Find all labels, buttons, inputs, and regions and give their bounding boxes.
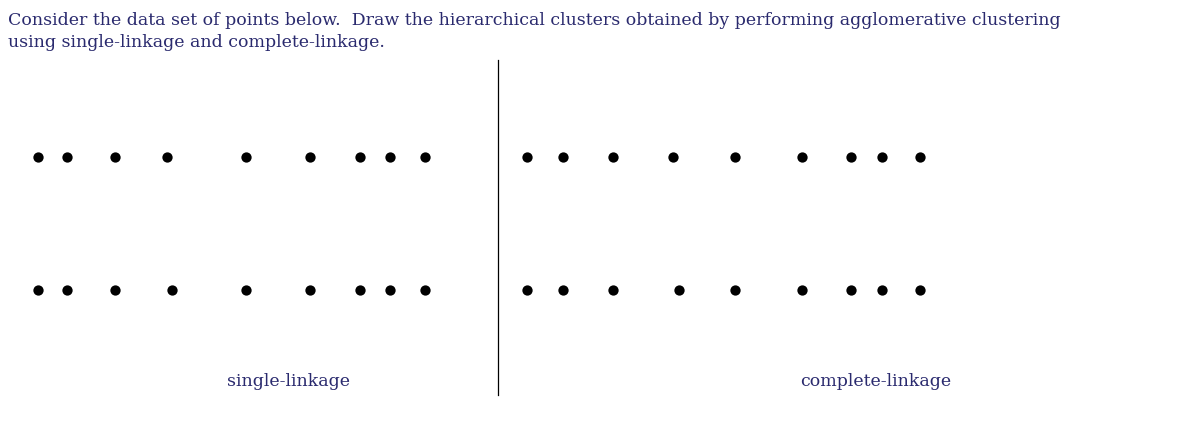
Point <box>415 286 434 293</box>
Point <box>604 286 623 293</box>
Point <box>350 286 370 293</box>
Point <box>725 286 744 293</box>
Point <box>841 286 860 293</box>
Point <box>29 286 48 293</box>
Text: single-linkage: single-linkage <box>227 373 349 390</box>
Point <box>553 286 572 293</box>
Point <box>792 286 811 293</box>
Point <box>300 153 319 160</box>
Point <box>29 153 48 160</box>
Point <box>106 153 125 160</box>
Point <box>157 153 176 160</box>
Point <box>517 153 536 160</box>
Point <box>415 153 434 160</box>
Point <box>58 286 77 293</box>
Text: using single-linkage and complete-linkage.: using single-linkage and complete-linkag… <box>8 34 385 51</box>
Text: complete-linkage: complete-linkage <box>800 373 952 390</box>
Point <box>872 153 892 160</box>
Point <box>380 153 400 160</box>
Point <box>911 153 930 160</box>
Point <box>106 286 125 293</box>
Point <box>725 153 744 160</box>
Point <box>236 153 256 160</box>
Point <box>58 153 77 160</box>
Point <box>162 286 181 293</box>
Point <box>911 286 930 293</box>
Point <box>792 153 811 160</box>
Point <box>300 286 319 293</box>
Point <box>517 286 536 293</box>
Point <box>841 153 860 160</box>
Point <box>872 286 892 293</box>
Point <box>350 153 370 160</box>
Point <box>236 286 256 293</box>
Point <box>553 153 572 160</box>
Point <box>670 286 689 293</box>
Point <box>604 153 623 160</box>
Text: Consider the data set of points below.  Draw the hierarchical clusters obtained : Consider the data set of points below. D… <box>8 12 1061 29</box>
Point <box>380 286 400 293</box>
Point <box>664 153 683 160</box>
